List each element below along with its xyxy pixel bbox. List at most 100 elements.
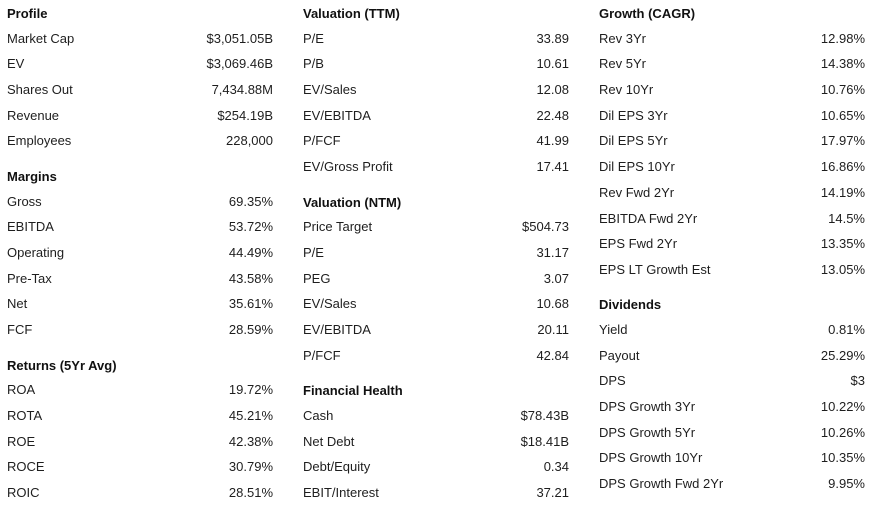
section-margins: Margins Gross 69.35% EBITDA 53.72% Operating 4… xyxy=(7,163,273,343)
metric-row-eps-fwd-2yr: EPS Fwd 2Yr 13.35% xyxy=(599,231,865,257)
metric-label: DPS Growth 3Yr xyxy=(599,399,696,415)
metric-value: 13.35% xyxy=(820,236,865,252)
metric-value: $3 xyxy=(850,373,865,389)
metric-label: EV/Sales xyxy=(303,296,357,312)
metric-value: 31.17 xyxy=(536,244,569,260)
metric-row-p-e: P/E 31.17 xyxy=(303,240,569,266)
metric-row-ebitda-fwd-2yr: EBITDA Fwd 2Yr 14.5% xyxy=(599,206,865,232)
metric-row-dps-growth-10yr: DPS Growth 10Yr 10.35% xyxy=(599,445,865,471)
section-spacer xyxy=(599,283,865,292)
section-spacer xyxy=(7,154,273,163)
metric-label: ROCE xyxy=(7,459,45,475)
metric-label: P/E xyxy=(303,30,324,46)
section-title: Financial Health xyxy=(303,383,403,399)
metric-value: 10.61 xyxy=(536,56,569,72)
metric-value: 19.72% xyxy=(228,382,273,398)
metric-row-peg: PEG 3.07 xyxy=(303,266,569,292)
metric-label: EPS Fwd 2Yr xyxy=(599,236,678,252)
metric-value: 0.81% xyxy=(828,322,865,338)
metric-row-ev-ebitda: EV/EBITDA 22.48 xyxy=(303,103,569,129)
metric-value: $3,051.05B xyxy=(206,30,273,46)
metric-label: P/E xyxy=(303,244,324,260)
metric-row-dps-growth-5yr: DPS Growth 5Yr 10.26% xyxy=(599,420,865,446)
metric-row-price-target: Price Target $504.73 xyxy=(303,214,569,240)
metric-value: 10.22% xyxy=(820,399,865,415)
metric-value: 228,000 xyxy=(226,133,273,149)
metric-label: Shares Out xyxy=(7,82,73,98)
metric-value: 10.26% xyxy=(820,424,865,440)
metric-label: ROIC xyxy=(7,484,40,500)
metric-row-dps: DPS $3 xyxy=(599,368,865,394)
metric-row-fcf: FCF 28.59% xyxy=(7,317,273,343)
metric-label: Dil EPS 5Yr xyxy=(599,133,668,149)
metric-value: 17.41 xyxy=(536,159,569,175)
metric-value: 30.79% xyxy=(228,459,273,475)
metric-value: 16.86% xyxy=(820,159,865,175)
metric-row-roa: ROA 19.72% xyxy=(7,377,273,403)
section-title: Profile xyxy=(7,6,48,21)
metric-row-payout: Payout 25.29% xyxy=(599,343,865,369)
metric-row-dps-growth-3yr: DPS Growth 3Yr 10.22% xyxy=(599,394,865,420)
metric-value: 12.08 xyxy=(536,82,569,98)
metric-label: DPS Growth 5Yr xyxy=(599,424,696,440)
metric-label: P/FCF xyxy=(303,347,341,363)
metric-value: 45.21% xyxy=(228,407,273,423)
metric-label: Gross xyxy=(7,193,42,209)
section-dividends: Dividends Yield 0.81% Payout 25.29% DPS $3 DPS … xyxy=(599,291,865,497)
metric-value: 10.35% xyxy=(820,450,865,466)
metric-row-rev-5yr: Rev 5Yr 14.38% xyxy=(599,51,865,77)
metric-value: $3,069.46B xyxy=(206,56,273,72)
metric-row-net-debt: Net Debt $18.41B xyxy=(303,429,569,455)
metric-row-rev-fwd-2yr: Rev Fwd 2Yr 14.19% xyxy=(599,180,865,206)
section-returns-5yr-avg: Returns (5Yr Avg) ROA 19.72% ROTA 45.21% ROE 4… xyxy=(7,352,273,506)
metric-label: EV/EBITDA xyxy=(303,107,371,123)
metric-label: ROE xyxy=(7,433,36,449)
section-spacer xyxy=(303,180,569,189)
metric-label: EV/Gross Profit xyxy=(303,159,393,175)
metric-label: ROTA xyxy=(7,407,43,423)
metric-row-rev-10yr: Rev 10Yr 10.76% xyxy=(599,77,865,103)
metric-row-gross: Gross 69.35% xyxy=(7,189,273,215)
metric-row-debt-equity: Debt/Equity 0.34 xyxy=(303,454,569,480)
metric-label: FCF xyxy=(7,322,33,338)
metric-label: Market Cap xyxy=(7,30,75,46)
section-profile: Profile Market Cap $3,051.05B EV $3,069.46B S… xyxy=(7,0,273,154)
metric-row-rota: ROTA 45.21% xyxy=(7,403,273,429)
metric-row-roic: ROIC 28.51% xyxy=(7,480,273,506)
metric-row-shares-out: Shares Out 7,434.88M xyxy=(7,77,273,103)
metric-value: 44.49% xyxy=(228,244,273,260)
metric-label: EV/Sales xyxy=(303,82,357,98)
section-spacer xyxy=(7,343,273,352)
metric-label: EBITDA xyxy=(7,219,54,235)
metric-label: Operating xyxy=(7,244,65,260)
metric-label: Net Debt xyxy=(303,433,355,449)
metric-row-revenue: Revenue $254.19B xyxy=(7,103,273,129)
metric-value: 42.38% xyxy=(228,433,273,449)
metric-value: 69.35% xyxy=(228,193,273,209)
metric-value: 35.61% xyxy=(228,296,273,312)
column-valuation-health: Valuation (TTM) P/E 33.89 P/B 10.61 EV/Sales 1… xyxy=(303,0,569,506)
metric-row-roe: ROE 42.38% xyxy=(7,429,273,455)
metric-value: 17.97% xyxy=(820,133,865,149)
metric-value: 33.89 xyxy=(536,30,569,46)
metric-row-roce: ROCE 30.79% xyxy=(7,454,273,480)
metric-row-dps-growth-fwd-2yr: DPS Growth Fwd 2Yr 9.95% xyxy=(599,471,865,497)
section-financial-health: Financial Health Cash $78.43B Net Debt $18.4… xyxy=(303,377,569,505)
metric-label: P/FCF xyxy=(303,133,341,149)
metric-label: P/B xyxy=(303,56,324,72)
metric-label: DPS Growth 10Yr xyxy=(599,450,703,466)
metric-value: 14.5% xyxy=(828,210,865,226)
metric-value: $254.19B xyxy=(217,107,273,123)
metric-value: 25.29% xyxy=(820,347,865,363)
metric-row-market-cap: Market Cap $3,051.05B xyxy=(7,26,273,52)
section-title: Margins xyxy=(7,168,57,184)
metric-label: EV/EBITDA xyxy=(303,322,371,338)
metric-label: DPS Growth Fwd 2Yr xyxy=(599,476,724,492)
metric-row-p-e: P/E 33.89 xyxy=(303,26,569,52)
metric-row-p-fcf: P/FCF 42.84 xyxy=(303,343,569,369)
metric-label: Price Target xyxy=(303,219,373,235)
metric-label: Cash xyxy=(303,407,334,423)
metric-row-dil-eps-5yr: Dil EPS 5Yr 17.97% xyxy=(599,128,865,154)
metric-value: $18.41B xyxy=(520,433,569,449)
metric-row-ev-sales: EV/Sales 12.08 xyxy=(303,77,569,103)
